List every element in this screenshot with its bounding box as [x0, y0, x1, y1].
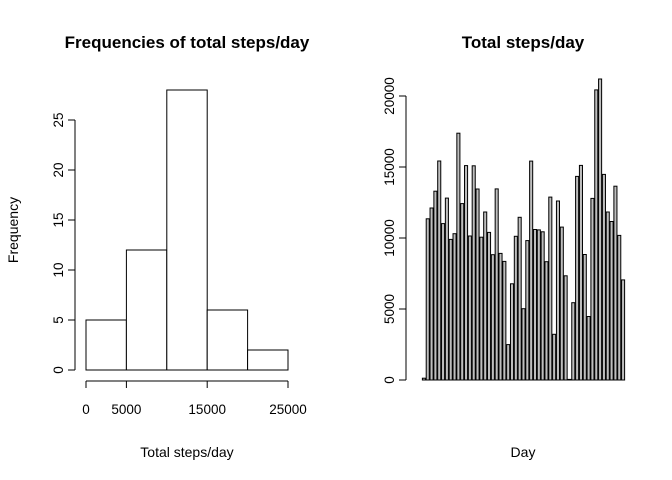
- daily-steps-panel: Total steps/day Day 0 5000 10000 15000 20000: [382, 33, 626, 460]
- daily-steps-bar: [559, 226, 564, 381]
- daily-steps-bar: [509, 283, 515, 381]
- daily-steps-bar: [621, 279, 626, 381]
- daily-steps-bar: [490, 254, 495, 381]
- histogram-panel: Frequencies of total steps/day Total ste…: [5, 33, 310, 460]
- daily-steps-bar: [467, 235, 472, 381]
- daily-steps-bar: [598, 78, 603, 381]
- daily-steps-bar: [513, 235, 518, 381]
- daily-steps-bar: [605, 211, 610, 381]
- daily-steps-bar: [464, 165, 469, 381]
- daily-steps-y-axis: 0 5000 10000 15000 20000: [382, 77, 407, 384]
- histogram-y-tick-label: 25: [51, 112, 66, 127]
- daily-steps-bar: [609, 221, 614, 381]
- daily-steps-bar: [483, 211, 488, 381]
- daily-steps-x-axis-label: Day: [511, 444, 536, 460]
- daily-steps-bar: [502, 260, 507, 381]
- daily-steps-bar: [586, 316, 591, 381]
- daily-steps-bar: [555, 200, 561, 381]
- daily-steps-bar: [506, 344, 511, 381]
- histogram-y-tick-label: 5: [51, 316, 66, 324]
- daily-steps-bar: [590, 197, 595, 381]
- daily-steps-y-tick-label: 20000: [382, 77, 397, 115]
- daily-steps-bar: [448, 238, 453, 381]
- daily-steps-bar: [471, 165, 476, 381]
- daily-steps-bar: [548, 196, 553, 381]
- histogram-x-tick-label: 0: [82, 402, 90, 417]
- daily-steps-y-tick-label: 15000: [382, 148, 397, 186]
- daily-steps-bar: [563, 275, 568, 381]
- daily-steps-bar: [487, 231, 492, 381]
- daily-steps-bar: [575, 175, 580, 381]
- daily-steps-bar: [433, 190, 438, 381]
- daily-steps-bar: [421, 377, 426, 381]
- daily-steps-title: Total steps/day: [462, 33, 585, 52]
- daily-steps-bar: [567, 378, 572, 381]
- daily-steps-bar: [452, 233, 457, 381]
- histogram-bar: [125, 249, 168, 371]
- daily-steps-bar: [613, 185, 618, 381]
- daily-steps-bar: [582, 254, 587, 381]
- daily-steps-bar: [437, 160, 442, 381]
- histogram-bar: [247, 349, 289, 371]
- daily-steps-bar: [540, 231, 545, 381]
- histogram-y-tick-label: 10: [51, 262, 66, 277]
- daily-steps-bar: [532, 229, 538, 381]
- daily-steps-bar: [494, 188, 499, 381]
- daily-steps-bar: [601, 173, 606, 381]
- daily-steps-bar: [594, 89, 599, 381]
- daily-steps-y-tick-label: 0: [382, 376, 397, 384]
- daily-steps-bar: [544, 261, 549, 381]
- histogram-x-axis: 0 5000 15000 25000: [82, 380, 307, 417]
- daily-steps-y-tick-label: 5000: [382, 294, 397, 324]
- daily-steps-bar: [460, 203, 465, 381]
- daily-steps-bar: [617, 234, 622, 381]
- daily-steps-bar: [536, 229, 541, 381]
- histogram-title: Frequencies of total steps/day: [65, 33, 310, 52]
- histogram-bar: [166, 89, 208, 371]
- histogram-y-axis: 0 5 10 15 20 25: [51, 112, 76, 374]
- daily-steps-y-tick-label: 10000: [382, 219, 397, 257]
- daily-steps-bar: [552, 333, 557, 381]
- histogram-y-tick-label: 15: [51, 212, 66, 227]
- daily-steps-bar: [571, 302, 576, 381]
- histogram-x-tick-label: 25000: [269, 402, 307, 417]
- histogram-bar: [85, 319, 127, 371]
- histogram-y-tick-label: 20: [51, 162, 66, 177]
- histogram-x-tick-label: 15000: [188, 402, 226, 417]
- daily-steps-bar: [521, 308, 526, 381]
- daily-steps-bar: [498, 252, 503, 381]
- daily-steps-bar: [444, 197, 449, 381]
- histogram-bar: [206, 309, 249, 371]
- daily-steps-bar: [441, 223, 446, 381]
- daily-steps-bar: [429, 207, 434, 381]
- daily-steps-bars: [421, 78, 626, 381]
- daily-steps-bar: [425, 218, 430, 381]
- histogram-y-axis-label: Frequency: [5, 197, 21, 263]
- daily-steps-bar: [456, 132, 461, 381]
- daily-steps-bar: [475, 188, 480, 381]
- daily-steps-bar: [479, 236, 484, 381]
- histogram-bars: [85, 89, 289, 371]
- histogram-x-tick-label: 5000: [111, 402, 141, 417]
- daily-steps-bar: [578, 164, 583, 381]
- daily-steps-bar: [525, 240, 530, 381]
- daily-steps-bar: [529, 160, 534, 381]
- daily-steps-bar: [517, 216, 522, 381]
- histogram-y-tick-label: 0: [51, 366, 66, 374]
- histogram-x-axis-label: Total steps/day: [140, 444, 233, 460]
